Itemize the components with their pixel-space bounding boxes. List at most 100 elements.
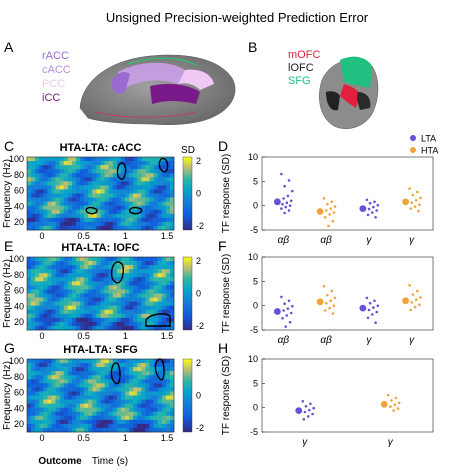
tf-cell	[51, 305, 56, 311]
tf-cell	[88, 359, 93, 364]
tf-cell	[129, 197, 134, 202]
data-point	[409, 308, 413, 312]
tf-cell	[137, 273, 142, 278]
significance-contour	[154, 358, 165, 381]
tf-cell	[51, 387, 56, 392]
tf-cell	[51, 427, 56, 433]
tf-cell	[112, 399, 118, 404]
tf-cell	[96, 261, 101, 266]
tf-cell	[161, 277, 167, 282]
tf-cell	[108, 325, 114, 331]
tf-cell	[84, 221, 89, 227]
tf-cell	[125, 281, 130, 286]
tf-cell	[104, 273, 109, 278]
tf-cell	[112, 403, 118, 408]
tf-cell	[141, 177, 146, 182]
colorbar-tick: 0	[196, 289, 201, 299]
tf-cell	[67, 317, 73, 323]
tf-cell	[31, 313, 36, 319]
tf-cell	[133, 419, 138, 425]
tf-cell	[92, 317, 97, 323]
tf-cell	[43, 217, 48, 223]
tf-cell	[120, 213, 126, 219]
tf-cell	[43, 165, 48, 170]
tf-cell	[59, 277, 65, 282]
tf-cell	[153, 301, 158, 306]
tf-cell	[120, 289, 126, 294]
tf-cell	[43, 169, 48, 174]
tf-cell	[141, 395, 146, 400]
tf-cell	[27, 201, 32, 206]
tf-cell	[165, 185, 171, 190]
tf-cell	[76, 257, 81, 262]
tf-cell	[116, 173, 122, 178]
tf-cell	[39, 205, 44, 211]
tf-cell	[47, 197, 52, 202]
data-point	[332, 304, 336, 308]
tf-cell	[43, 317, 48, 323]
tf-cell	[133, 325, 138, 331]
x-tick-label: 1.5	[161, 331, 174, 341]
tf-cell	[35, 325, 40, 331]
tf-cell	[88, 293, 93, 298]
tf-cell	[116, 415, 122, 421]
tf-cell	[92, 427, 97, 433]
tf-cell	[96, 213, 101, 219]
tf-cell	[27, 415, 32, 421]
tf-cell	[92, 269, 97, 274]
data-point	[285, 314, 289, 317]
tf-cell	[116, 177, 122, 182]
tf-cell	[161, 317, 167, 323]
tf-cell	[76, 169, 81, 174]
tf-cell	[96, 419, 101, 425]
tf-cell	[149, 321, 154, 327]
tf-cell	[108, 399, 114, 404]
tf-cell	[149, 205, 154, 211]
tf-cell	[120, 169, 126, 174]
tf-cell	[108, 205, 114, 211]
tf-cell	[120, 379, 126, 384]
label-icc: iCC	[42, 92, 60, 104]
tf-cell	[39, 313, 44, 319]
tf-cell	[104, 423, 109, 429]
tf-cell	[133, 301, 138, 306]
tf-cell	[157, 379, 163, 384]
tf-cell	[55, 395, 60, 400]
tf-cell	[76, 301, 81, 306]
tf-cell	[133, 415, 138, 421]
tf-cell	[59, 257, 65, 262]
data-point	[328, 306, 331, 310]
tf-cell	[55, 411, 60, 417]
tf-cell	[59, 387, 65, 392]
tf-cell	[125, 173, 130, 178]
tf-cell	[55, 213, 60, 219]
tf-cell	[71, 309, 77, 315]
tf-cell	[51, 379, 56, 384]
tf-cell	[169, 221, 175, 227]
tf-cell	[153, 181, 158, 186]
tf-cell	[51, 273, 56, 278]
tf-cell	[141, 285, 146, 290]
tf-cell	[96, 173, 101, 178]
tf-cell	[80, 379, 85, 384]
tf-cell	[145, 193, 150, 198]
tf-cell	[104, 407, 109, 413]
tf-cell	[161, 379, 167, 384]
data-point	[366, 213, 370, 217]
data-point	[288, 320, 292, 324]
tf-cell	[157, 305, 163, 311]
tf-cell	[96, 427, 101, 433]
tf-cell	[100, 371, 105, 376]
tf-cell	[31, 209, 36, 215]
tf-cell	[67, 157, 73, 162]
tf-cell	[96, 309, 101, 315]
tf-cell	[137, 359, 142, 364]
tf-cell	[137, 293, 142, 298]
tf-cell	[39, 217, 44, 223]
tf-cell	[84, 297, 89, 302]
tf-cell	[120, 313, 126, 319]
tf-cell	[129, 305, 134, 311]
tf-cell	[108, 301, 114, 306]
significance-contour	[110, 261, 124, 284]
x-tick-label: γ	[409, 235, 415, 246]
